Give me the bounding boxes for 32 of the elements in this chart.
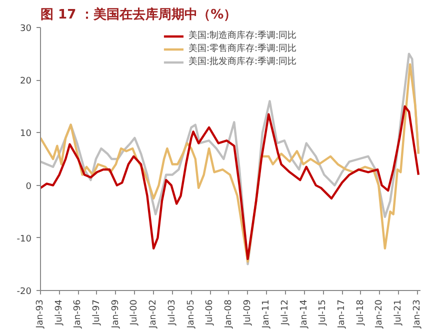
y-tick-label: -10: [16, 234, 32, 244]
x-tick-label: Jul-00: [130, 299, 140, 326]
x-tick-label: Jan-05: [186, 299, 196, 330]
x-tick-label: Jul-12: [280, 299, 290, 326]
legend-label: 美国:批发商库存:季调:同比: [188, 56, 297, 68]
y-tick-label: 30: [20, 24, 32, 34]
x-tick-label: Jul-97: [92, 299, 102, 326]
x-tick-label: Jul-94: [54, 299, 64, 326]
y-tick-label: 0: [26, 182, 32, 192]
x-tick-label: Jul-09: [242, 299, 253, 326]
x-tick-label: Jan-23: [412, 299, 422, 330]
line-series: [40, 105, 420, 260]
x-tick-label: Jul-18: [356, 299, 366, 326]
x-tick-label: Jan-99: [110, 299, 121, 330]
x-tick-label: Jan-17: [337, 299, 348, 330]
x-tick-label: Jan-93: [36, 299, 46, 330]
y-tick-label: 10: [20, 129, 32, 140]
x-tick-label: Jan-14: [299, 299, 310, 330]
x-tick-label: Jan-02: [148, 299, 159, 330]
x-tick-label: Jul-03: [167, 299, 178, 326]
y-tick-label: 20: [20, 76, 32, 87]
x-tick-label: Jul-06: [205, 299, 216, 326]
legend-label: 美国:零售商库存:季调:同比: [188, 42, 297, 55]
x-tick-label: Jan-08: [224, 299, 234, 330]
x-tick-label: Jul-15: [318, 299, 328, 326]
legend-label: 美国:制造商库存:季调:同比: [188, 30, 297, 42]
y-tick-label: -20: [16, 287, 32, 297]
chart-title: 图 17 ：美国在去库周期中（%）: [40, 6, 237, 22]
x-tick-label: Jul-21: [394, 299, 404, 326]
x-tick-label: Jan-96: [73, 299, 84, 330]
x-tick-label: Jan-11: [262, 299, 272, 330]
x-tick-label: Jan-20: [374, 299, 385, 330]
